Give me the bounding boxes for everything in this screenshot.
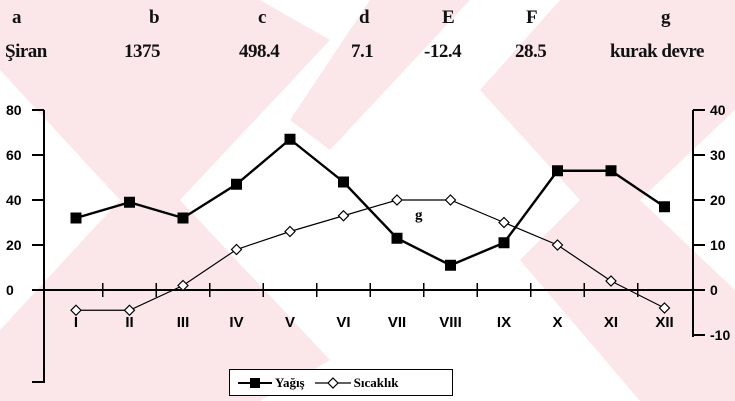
left-y-tick-label: 0 xyxy=(6,282,14,298)
yagis-point xyxy=(124,196,135,208)
x-tick-label: IV xyxy=(229,314,243,331)
x-tick-label: VIII xyxy=(439,314,462,331)
yagis-point xyxy=(70,212,82,224)
legend-label-yagis: Yağış xyxy=(275,374,305,390)
header-value-e: -12.4 xyxy=(424,41,462,62)
sicaklik-point xyxy=(123,304,136,317)
header-letter-f: F xyxy=(526,7,538,28)
header-value-f: 28.5 xyxy=(515,41,547,62)
sicaklik-point xyxy=(70,304,82,317)
sicaklik-point xyxy=(498,216,510,229)
header-letter-d: d xyxy=(359,7,370,28)
station-name: Şiran xyxy=(5,41,47,62)
filled-square-marker-icon xyxy=(238,377,272,388)
sicaklik-point xyxy=(658,302,671,314)
sicaklik-point xyxy=(230,243,243,256)
right-y-tick-label: 40 xyxy=(710,102,726,118)
header-value-d: 7.1 xyxy=(351,41,374,62)
x-tick-label: VII xyxy=(388,314,406,331)
header-letter-e: E xyxy=(442,7,455,28)
x-tick-label: XII xyxy=(655,314,673,331)
right-y-tick-label: -10 xyxy=(710,327,730,343)
yagis-point xyxy=(498,237,510,249)
yagis-point xyxy=(445,259,456,271)
legend-item-yagis: Yağış xyxy=(238,375,305,391)
left-y-tick-label: 60 xyxy=(6,147,22,163)
x-tick-label: XI xyxy=(604,314,618,331)
sicaklik-point xyxy=(551,239,564,251)
yagis-point xyxy=(284,133,296,145)
right-y-tick-label: 0 xyxy=(710,282,718,298)
header-letter-a: a xyxy=(12,7,22,28)
sicaklik-point xyxy=(337,209,350,222)
x-tick-label: X xyxy=(552,314,562,331)
yagis-point xyxy=(605,165,617,177)
header-letter-c: c xyxy=(258,7,266,28)
sicaklik-point xyxy=(391,194,403,206)
x-tick-label: I xyxy=(74,314,78,331)
header-value-g: kurak devre xyxy=(610,41,704,62)
left-y-tick-label: 80 xyxy=(6,102,22,118)
legend-label-sicaklik: Sıcaklık xyxy=(353,374,399,390)
sicaklik-series-line xyxy=(76,199,665,311)
x-tick-label: VI xyxy=(336,314,350,331)
chart-legend: Yağış Sıcaklık xyxy=(229,369,453,396)
chart-annotation: g xyxy=(415,208,423,224)
header-value-c: 498.4 xyxy=(239,41,280,62)
header-letter-g: g xyxy=(661,7,671,28)
yagis-point xyxy=(552,165,563,177)
x-tick-label: V xyxy=(285,314,295,331)
left-y-tick-label: 40 xyxy=(6,192,22,208)
right-y-tick-label: 10 xyxy=(710,237,726,253)
open-diamond-marker-icon xyxy=(314,376,351,389)
yagis-point xyxy=(231,178,242,190)
sicaklik-point xyxy=(605,275,617,287)
header-value-b: 1375 xyxy=(124,41,161,62)
yagis-series-line xyxy=(75,137,666,267)
x-tick-label: II xyxy=(125,314,133,331)
yagis-point xyxy=(338,176,349,188)
left-y-tick-label: 20 xyxy=(6,237,22,253)
header-letter-b: b xyxy=(149,7,160,28)
x-tick-label: III xyxy=(177,314,190,331)
yagis-point xyxy=(391,232,403,244)
sicaklik-point xyxy=(284,225,296,238)
legend-item-sicaklik: Sıcaklık xyxy=(314,374,399,391)
yagis-point xyxy=(177,212,189,224)
sicaklik-point xyxy=(444,194,457,206)
x-tick-label: IX xyxy=(497,314,511,331)
sicaklik-point xyxy=(177,279,189,292)
yagis-point xyxy=(659,201,670,213)
right-y-tick-label: 30 xyxy=(710,147,726,163)
right-y-tick-label: 20 xyxy=(710,192,726,208)
